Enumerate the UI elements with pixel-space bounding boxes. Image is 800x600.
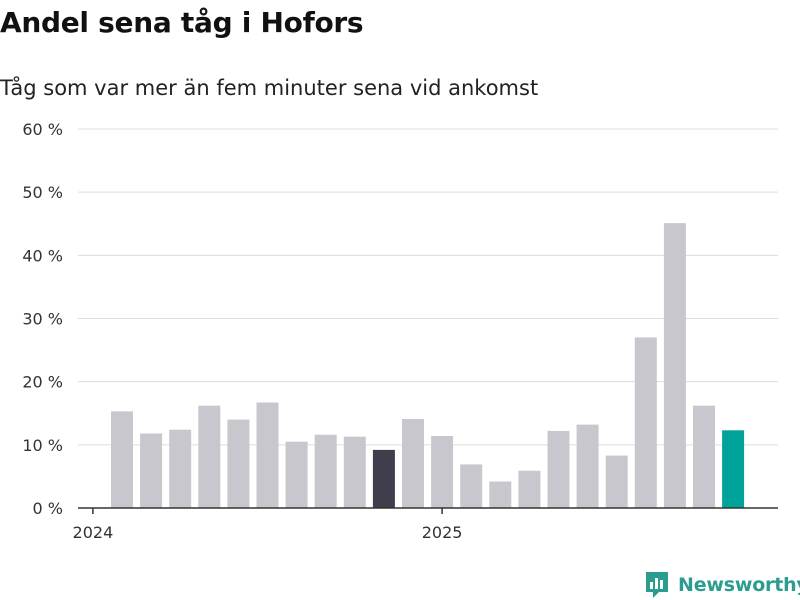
chart-title: Andel sena tåg i Hofors	[0, 6, 364, 39]
bar-2025-11	[722, 430, 745, 508]
bar-2025-01	[431, 435, 454, 508]
y-tick-label: 20 %	[22, 373, 63, 392]
x-axis: 2024 2025	[73, 507, 778, 542]
bar-2025-02	[460, 464, 483, 508]
bar-2024-04	[169, 429, 192, 508]
grid-lines	[78, 128, 778, 446]
y-tick-label: 30 %	[22, 310, 63, 329]
newsworthy-logo-icon	[646, 572, 668, 598]
y-tick-label: 50 %	[22, 183, 63, 202]
bar-2025-07	[605, 455, 628, 508]
brand-name: Newsworthy	[678, 574, 800, 596]
bar-2025-09	[663, 223, 686, 508]
x-tick-label: 2025	[422, 523, 463, 542]
bar-2024-10	[343, 436, 366, 508]
y-tick-label: 40 %	[22, 246, 63, 265]
bar-2024-07	[256, 402, 279, 508]
y-tick-label: 0 %	[33, 499, 63, 518]
bar-2024-09	[314, 434, 337, 508]
bar-2025-04	[518, 470, 541, 508]
bar-2025-08	[634, 337, 657, 508]
y-tick-label: 60 %	[22, 120, 63, 139]
x-tick-label: 2024	[73, 523, 114, 542]
bar-2024-11	[372, 449, 395, 508]
bar-2024-05	[198, 405, 221, 508]
bar-2024-03	[140, 433, 163, 508]
y-tick-label: 10 %	[22, 436, 63, 455]
bar-chart: 0 % 10 % 20 % 30 % 40 % 50 % 60 % 2024 2025	[22, 120, 778, 542]
chart-subtitle: Tåg som var mer än fem minuter sena vid …	[0, 76, 539, 100]
bar-2025-03	[489, 481, 512, 508]
bar-2024-08	[285, 441, 308, 508]
bar-2024-06	[227, 419, 250, 508]
bar-2025-05	[547, 430, 570, 508]
bars	[111, 223, 745, 508]
bar-2025-06	[576, 424, 599, 508]
y-axis-labels: 0 % 10 % 20 % 30 % 40 % 50 % 60 %	[22, 120, 63, 518]
bar-2025-10	[693, 405, 715, 508]
bar-2024-12	[402, 418, 424, 508]
brand-logo: Newsworthy	[644, 570, 800, 600]
bar-2024-02	[111, 411, 133, 508]
